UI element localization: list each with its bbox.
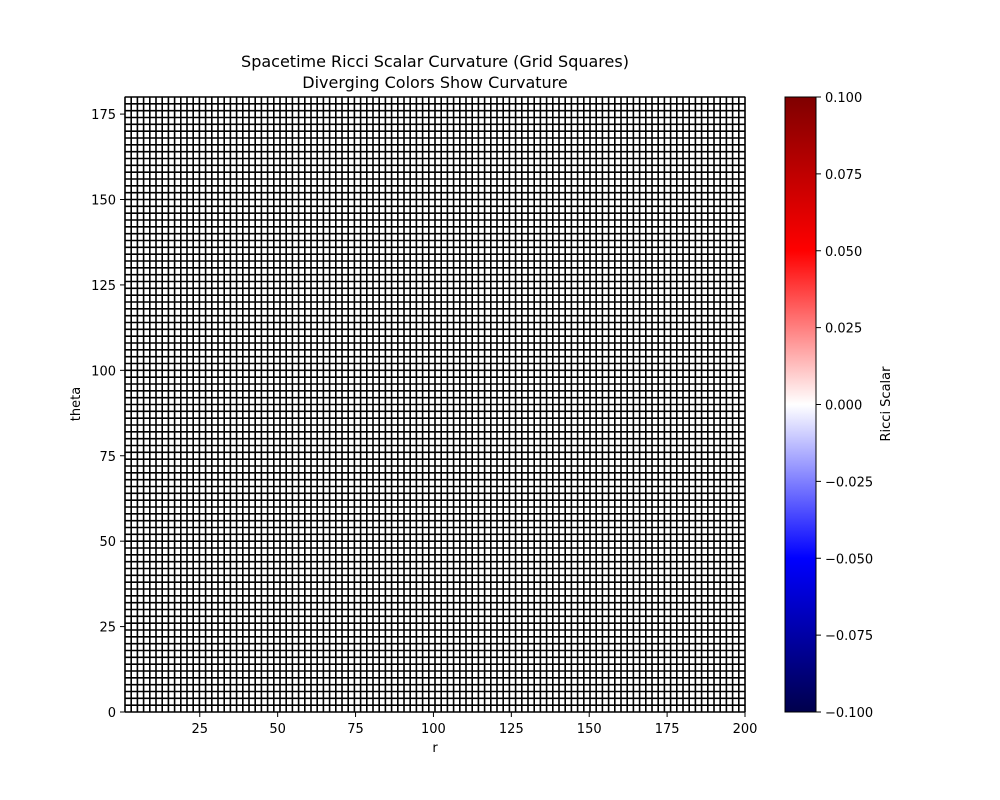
y-tick-label: 0 <box>108 706 116 721</box>
y-tick-label: 25 <box>99 621 116 636</box>
colorbar-gradient <box>784 96 817 713</box>
plot-frame <box>124 96 746 713</box>
x-axis: 25 50 75 100 125 150 175 200 <box>192 712 758 737</box>
colorbar-tick-label: −0.050 <box>825 552 873 567</box>
grid-cell-edges <box>124 96 746 713</box>
y-axis-label: theta <box>69 387 84 421</box>
y-tick-label: 150 <box>91 194 116 209</box>
chart-title: Spacetime Ricci Scalar Curvature (Grid S… <box>241 52 629 71</box>
chart-subtitle: Diverging Colors Show Curvature <box>302 73 567 92</box>
colorbar: −0.100 −0.075 −0.050 −0.025 0.000 0.025 0.050 0… <box>784 91 894 721</box>
y-tick-label: 125 <box>91 279 116 294</box>
x-tick-label: 125 <box>499 722 524 737</box>
plot-area <box>124 96 746 713</box>
colorbar-tick-label: −0.100 <box>825 706 873 721</box>
x-tick-label: 150 <box>577 722 602 737</box>
colorbar-tick-label: −0.075 <box>825 629 873 644</box>
x-tick-label: 75 <box>347 722 364 737</box>
y-tick-label: 175 <box>91 108 116 123</box>
colorbar-tick-label: 0.075 <box>825 168 862 183</box>
x-tick-label: 200 <box>733 722 758 737</box>
x-tick-label: 50 <box>269 722 286 737</box>
y-tick-label: 100 <box>91 364 116 379</box>
y-tick-label: 75 <box>99 450 116 465</box>
colorbar-tick-label: 0.025 <box>825 322 862 337</box>
heatmap-grid <box>124 96 746 713</box>
x-axis-label: r <box>432 741 438 756</box>
colorbar-label: Ricci Scalar <box>879 366 894 442</box>
colorbar-tick-label: 0.100 <box>825 91 862 106</box>
x-tick-label: 25 <box>192 722 209 737</box>
y-axis: 0 25 50 75 100 125 150 175 <box>91 108 125 721</box>
colorbar-tick-label: 0.050 <box>825 245 862 260</box>
colorbar-tick-label: −0.025 <box>825 475 873 490</box>
colorbar-ticks: −0.100 −0.075 −0.050 −0.025 0.000 0.025 0.050 0… <box>816 91 873 721</box>
y-tick-label: 50 <box>99 535 116 550</box>
x-tick-label: 175 <box>655 722 680 737</box>
colorbar-tick-label: 0.000 <box>825 399 862 414</box>
x-tick-label: 100 <box>421 722 446 737</box>
